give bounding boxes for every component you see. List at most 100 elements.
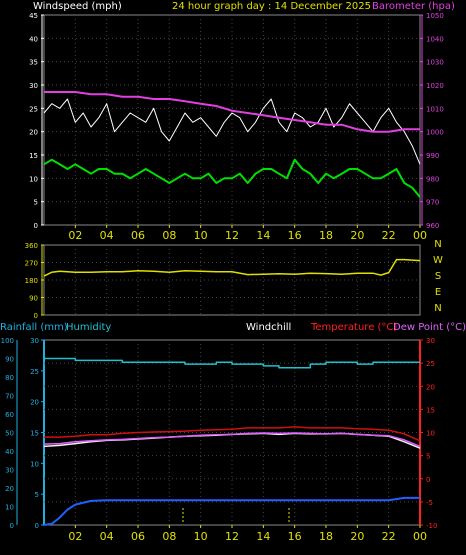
tick-label: 20 [30,399,39,407]
rainfall-line [43,496,420,526]
barometer-line [44,91,420,133]
tick-label: 0 [10,522,14,530]
tick-label: 1000 [426,129,444,137]
tick-label: 22 [382,530,396,543]
temperature-panel: Rainfall (mm) Humidity Windchill Tempera… [0,322,466,543]
temperature-series [43,357,421,526]
tick-label: 08 [162,530,176,543]
cardinal-label: E [435,287,441,298]
temperature-x-ticks: 02 04 06 08 10 12 14 16 18 20 22 00 [68,525,427,543]
legend-humidity: Humidity [66,322,111,333]
tick-label: 0 [35,522,39,530]
tick-label: 18 [319,229,333,242]
tick-label: 0 [34,222,38,230]
tick-label: 360 [25,242,38,250]
tick-label: 970 [426,199,439,207]
wind-series [43,91,421,198]
tick-label: 90 [5,356,14,364]
tick-label: 0 [426,476,430,484]
tick-label: 80 [5,374,14,382]
tick-label: 10 [5,504,14,512]
tick-label: 10 [426,430,435,438]
tick-label: 06 [131,229,145,242]
tick-label: 02 [68,530,82,543]
tick-label: 30 [5,467,14,475]
tick-label: 0 [34,312,38,320]
legend-rainfall: Rainfall (mm) [0,322,68,333]
tick-label: 15 [426,406,435,414]
tick-label: 5 [34,199,38,207]
tick-label: 16 [288,530,302,543]
tick-label: 180 [25,277,38,285]
tick-label: 20 [350,229,364,242]
tick-label: 40 [29,35,38,43]
cardinal-label: N [434,303,441,314]
tick-label: 980 [426,175,439,183]
tick-label: 20 [426,383,435,391]
windspeed-axis-label: Windspeed (mph) [33,1,122,12]
tick-label: 12 [225,530,239,543]
direction-ticks: 0 90 180 270 360 [25,242,44,320]
tick-label: 25 [426,360,435,368]
tick-label: 12 [225,229,239,242]
legend-windchill: Windchill [246,322,291,333]
wind-line [43,98,421,165]
temperature-line [44,426,421,442]
rainfall-ticks: 0 5 10 15 20 25 30 [30,337,44,530]
tick-label: 990 [426,152,439,160]
tick-label: -10 [426,522,437,530]
tick-label: 00 [413,229,427,242]
cardinal-label: W [433,255,443,266]
tick-label: 04 [100,530,114,543]
wind-barometer-panel: Windspeed (mph) 24 hour graph day : 14 D… [29,1,455,242]
tick-label: 06 [131,530,145,543]
windspeed-ticks: 0 5 10 15 20 25 30 35 40 45 [29,12,44,230]
tick-label: 1040 [426,35,444,43]
tick-label: 1050 [426,12,444,20]
cardinal-label: S [435,271,441,282]
direction-series [43,258,421,277]
tick-label: 10 [29,175,38,183]
tick-label: 04 [100,229,114,242]
temperature-ticks: -10 -5 0 5 10 15 20 25 30 [420,337,437,530]
humidity-line [44,357,420,369]
tick-label: 18 [319,530,333,543]
tick-label: 100 [1,337,14,345]
tick-label: 22 [382,229,396,242]
tick-label: 00 [413,530,427,543]
tick-label: 35 [29,59,38,67]
barometer-axis-label: Barometer (hpa) [372,1,455,12]
legend-temperature: Temperature (°C) [310,322,397,333]
tick-label: 25 [29,105,38,113]
tick-label: 30 [29,82,38,90]
tick-label: 10 [30,460,39,468]
tick-label: 5 [35,491,39,499]
direction-plot-grid [44,245,420,315]
tick-label: 16 [288,229,302,242]
tick-label: 90 [29,295,38,303]
tick-label: 270 [25,260,38,268]
tick-label: 15 [30,430,39,438]
tick-label: 60 [5,411,14,419]
tick-label: 50 [5,430,14,438]
tick-label: 5 [426,453,430,461]
humidity-ticks: 0 10 20 30 40 50 60 70 80 90 100 [1,337,18,530]
tick-label: 20 [350,530,364,543]
tick-label: 40 [5,448,14,456]
tick-label: 20 [5,485,14,493]
tick-label: 14 [256,530,270,543]
tick-label: 1030 [426,59,444,67]
barometer-ticks: 960 970 980 990 1000 1010 1020 1030 1040 1050 [420,12,444,230]
tick-label: 45 [29,12,38,20]
tick-label: 960 [426,222,439,230]
legend-dewpoint: Dew Point (°C) [393,322,466,333]
tick-label: 10 [194,229,208,242]
tick-label: 15 [29,152,38,160]
tick-label: 08 [162,229,176,242]
tick-label: 1020 [426,82,444,90]
graph-title: 24 hour graph day : 14 December 2025 [172,1,371,12]
